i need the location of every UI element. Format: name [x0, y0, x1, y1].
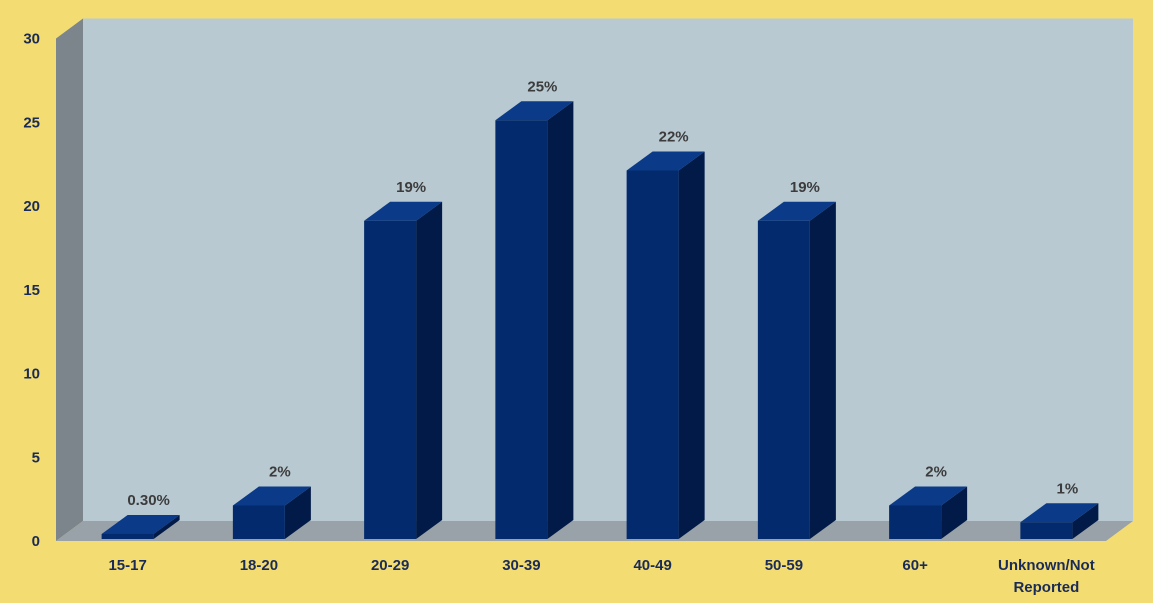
data-label: 19%: [396, 179, 426, 196]
data-label: 19%: [790, 179, 820, 196]
chart-walls: [56, 18, 1133, 541]
x-tick-label: 18-20: [240, 557, 278, 574]
bar: [364, 201, 443, 539]
bar-top: [101, 514, 180, 534]
bar-side: [416, 201, 443, 539]
bar: [757, 201, 836, 539]
bar-front: [889, 505, 942, 539]
data-labels: 0.30% 2% 19% 25% 22% 19% 2% 1%: [127, 78, 1078, 509]
bar-top: [626, 151, 705, 171]
x-tick-label: 30-39: [502, 557, 540, 574]
bar-side: [153, 514, 180, 539]
bar-front: [626, 170, 679, 539]
bar: [232, 486, 311, 539]
x-tick-label: 40-49: [633, 557, 671, 574]
y-axis-ticks: 0 5 10 15 20 25 30: [23, 31, 40, 551]
bar: [101, 514, 180, 539]
bar-top: [889, 486, 968, 506]
bar-side: [678, 151, 705, 539]
x-axis-ticks: 15-17 18-20 20-29 30-39 40-49 50-59 60+ Unknown…: [108, 557, 1094, 596]
data-label: 22%: [659, 129, 689, 146]
x-tick-label: 50-59: [765, 557, 803, 574]
y-tick-label: 10: [23, 366, 40, 383]
bar: [626, 151, 705, 539]
y-tick-label: 30: [23, 31, 40, 48]
bar-side: [547, 101, 574, 539]
bar-top: [364, 201, 443, 221]
side-wall: [56, 18, 83, 541]
x-tick-label: 15-17: [108, 557, 146, 574]
y-tick-label: 20: [23, 198, 40, 215]
x-tick-label: 20-29: [371, 557, 409, 574]
floor: [56, 521, 1133, 541]
bar-front: [232, 505, 285, 539]
bar-side: [1072, 503, 1099, 539]
data-label: 25%: [527, 78, 557, 95]
y-tick-label: 15: [23, 282, 40, 299]
bar-front: [495, 120, 548, 539]
data-label: 0.30%: [127, 492, 170, 509]
data-label: 1%: [1057, 480, 1079, 497]
bar: [889, 486, 968, 539]
bar-front: [364, 220, 417, 539]
bar-front: [101, 533, 154, 539]
data-label: 2%: [925, 464, 947, 481]
y-tick-label: 25: [23, 114, 40, 131]
bar-top: [495, 101, 574, 121]
bar: [1020, 503, 1099, 539]
bar-side: [284, 486, 311, 539]
bar-front: [1020, 522, 1073, 539]
x-tick-label: Unknown/Not Reported: [998, 557, 1095, 596]
data-label: 2%: [269, 464, 291, 481]
bar-side: [941, 486, 968, 539]
bar-top: [1020, 503, 1099, 523]
bar: [495, 101, 574, 539]
bars: [101, 101, 1099, 539]
bar-top: [232, 486, 311, 506]
x-tick-label: 60+: [902, 557, 928, 574]
bar-front: [757, 220, 810, 539]
back-wall: [83, 18, 1133, 521]
bar-top: [757, 201, 836, 221]
bar-side: [809, 201, 836, 539]
y-tick-label: 5: [32, 449, 40, 466]
y-tick-label: 0: [32, 533, 40, 550]
